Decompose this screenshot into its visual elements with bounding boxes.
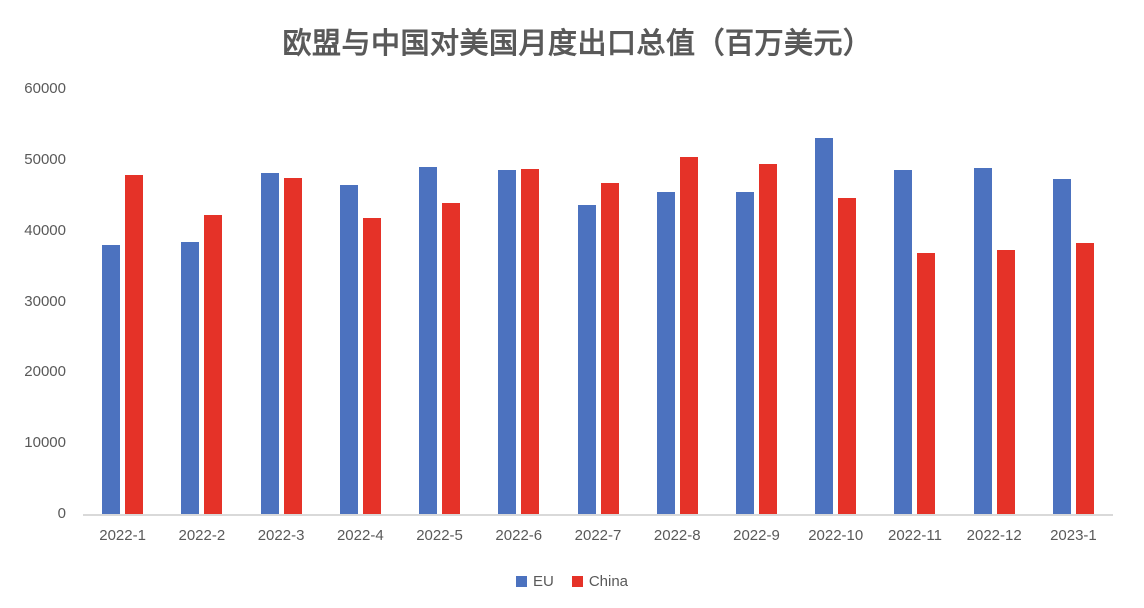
bar-china [996,249,1015,514]
bar-china [283,178,302,514]
x-tick-label: 2022-11 [887,527,942,544]
bar-eu [260,173,279,514]
bar-group [558,89,637,514]
bar-eu [735,192,754,514]
y-tick-label: 20000 [24,363,66,381]
bar-eu [339,184,358,514]
chart-title: 欧盟与中国对美国月度出口总值（百万美元） [282,28,873,60]
bar-group [875,89,954,514]
x-tick-label: 2022-6 [495,527,543,544]
x-tick-label: 2022-12 [966,527,1022,544]
bar-eu [894,169,913,514]
bar-group [1034,89,1113,514]
bar-group [162,89,241,514]
bar-china [917,252,936,514]
x-tick-label: 2022-1 [99,527,146,544]
bar-eu [102,244,121,514]
x-tick-label: 2022-2 [178,527,226,544]
bar-china [204,215,223,514]
bar-eu [419,166,438,514]
x-tick-label: 2022-8 [653,527,701,544]
bar-china [600,183,619,514]
bar-china [679,157,698,514]
bar-china [838,198,857,514]
bar-eu [577,205,596,514]
bar-group [955,89,1034,514]
legend-swatch-icon [515,576,527,587]
x-tick-label: 2022-3 [257,527,305,544]
y-tick-label: 10000 [24,434,66,452]
legend-label: China [588,573,629,590]
bar-eu [1052,178,1071,514]
y-tick-label: 50000 [24,150,66,168]
bar-eu [973,167,992,514]
y-tick-label: 40000 [24,221,66,239]
x-tick-label: 2022-5 [416,527,463,544]
legend-swatch-icon [571,576,583,587]
bar-group [717,89,796,514]
bar-china [442,203,461,514]
x-tick-label: 2022-9 [733,527,780,544]
bar-eu [656,191,675,514]
x-tick-label: 2023-1 [1050,527,1097,544]
x-axis-line [83,514,1113,516]
y-axis: 0 10000 20000 30000 40000 50000 60000 [0,0,70,608]
bar-group [400,89,479,514]
legend-label: EU [532,573,554,590]
y-tick-label: 60000 [24,80,66,97]
bar-eu [498,170,517,514]
x-tick-label: 2022-7 [574,527,622,544]
bar-china [1075,242,1094,514]
bar-china [521,169,540,514]
legend-item-eu: EU [515,573,554,590]
legend-item-china: China [571,573,629,590]
bar-group [479,89,558,514]
bar-eu [181,242,200,514]
bar-china [362,217,381,514]
bar-group [638,89,717,514]
plot-area [83,89,1113,514]
bar-group [796,89,875,514]
bar-group [321,89,400,514]
bar-group [241,89,320,514]
y-tick-label: 30000 [24,292,66,310]
y-tick-label: 0 [57,505,66,522]
bar-group [83,89,162,514]
x-axis: 2022-1 2022-2 2022-3 2022-4 2022-5 2022-6 2022… [83,527,1113,544]
bar-china [125,174,144,514]
x-tick-label: 2022-4 [336,527,384,544]
bar-eu [815,137,834,514]
legend: EU China [0,573,1144,590]
x-tick-label: 2022-10 [808,527,864,544]
bar-china [758,164,777,514]
